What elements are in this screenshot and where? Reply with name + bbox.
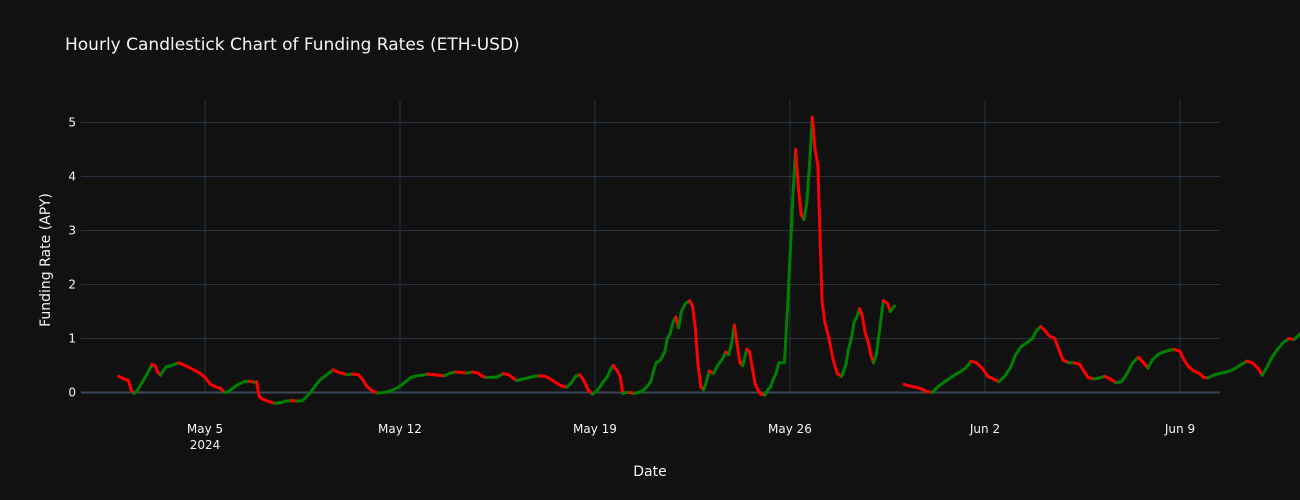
candle-decreasing <box>126 379 133 392</box>
candle-decreasing <box>582 379 590 392</box>
candle-increasing <box>802 202 809 222</box>
y-tick-label: 3 <box>68 224 76 238</box>
candle-decreasing <box>732 323 739 346</box>
candle-increasing <box>782 312 789 365</box>
candle-increasing <box>788 196 795 259</box>
candle-increasing <box>1030 328 1039 340</box>
candle-increasing <box>805 164 811 205</box>
candle-decreasing <box>810 115 817 151</box>
candle-increasing <box>668 320 675 335</box>
candle-increasing <box>1014 345 1023 357</box>
x-tick-label: May 12 <box>378 422 422 436</box>
candle-decreasing <box>1053 337 1061 351</box>
chart-title: Hourly Candlestick Chart of Funding Rate… <box>65 35 520 55</box>
candle-increasing <box>1146 358 1154 370</box>
candle-increasing <box>876 299 885 346</box>
y-tick-label: 5 <box>68 116 76 130</box>
candle-decreasing <box>860 315 867 335</box>
candle-decreasing <box>820 299 827 324</box>
candle-increasing <box>312 379 321 390</box>
x-tick-label: Jun 2 <box>969 422 1000 436</box>
candle-decreasing <box>816 164 824 303</box>
candle-increasing <box>874 342 880 357</box>
candle-increasing <box>1125 361 1135 376</box>
candle-increasing <box>888 304 896 313</box>
candle-decreasing <box>691 304 697 330</box>
candle-decreasing <box>748 350 754 370</box>
candle-decreasing <box>1057 347 1065 362</box>
x-tick-label: May 26 <box>768 422 812 436</box>
y-axis-title: Funding Rate (APY) <box>38 193 54 327</box>
candle-decreasing <box>823 320 831 340</box>
candle-increasing <box>1270 347 1279 359</box>
candle-increasing <box>677 310 683 330</box>
candle-increasing <box>849 320 856 340</box>
candle-increasing <box>840 364 848 378</box>
candle-increasing <box>727 342 733 357</box>
tick-layer: 0 1 2 3 4 5 May 5 May 12 May 19 May 26 Jun 2 Jun 9 2… <box>68 116 1195 453</box>
candle-decreasing <box>1178 349 1186 362</box>
candle-increasing <box>658 350 667 362</box>
candle-increasing <box>1120 372 1129 384</box>
candle-decreasing <box>750 366 757 386</box>
grid-layer <box>81 100 1220 394</box>
candle-increasing <box>785 256 792 316</box>
x-tick-label: Jun 9 <box>1164 422 1195 436</box>
candle-increasing <box>704 369 711 384</box>
y-tick-label: 0 <box>68 386 76 400</box>
candles-layer <box>117 115 1300 405</box>
candle-decreasing <box>866 339 873 357</box>
candle-increasing <box>1003 366 1012 378</box>
candle-decreasing <box>827 337 835 362</box>
candle-increasing <box>679 301 688 313</box>
candle-decreasing <box>735 342 742 365</box>
candle-increasing <box>844 347 850 367</box>
candle-increasing <box>663 337 669 354</box>
x-axis-title: Date <box>633 464 666 480</box>
candle-decreasing <box>618 374 625 396</box>
x-tick-label: May 19 <box>573 422 617 436</box>
candle-increasing <box>774 361 781 376</box>
x-tick-year-label: 2024 <box>190 438 221 452</box>
candle-increasing <box>711 364 720 376</box>
candle-decreasing <box>693 326 700 367</box>
y-tick-label: 1 <box>68 332 76 346</box>
candle-decreasing <box>794 148 800 189</box>
candle-decreasing <box>813 148 820 168</box>
candle-increasing <box>847 337 853 351</box>
candle-increasing <box>741 347 749 367</box>
candle-decreasing <box>696 364 703 389</box>
candle-increasing <box>649 369 655 384</box>
candle-decreasing <box>255 380 261 399</box>
candle-decreasing <box>796 185 803 216</box>
y-tick-label: 2 <box>68 278 76 292</box>
y-tick-label: 4 <box>68 170 76 184</box>
candle-decreasing <box>831 358 839 376</box>
candle-decreasing <box>980 366 990 378</box>
candle-increasing <box>1008 353 1018 370</box>
candle-increasing <box>1264 355 1274 370</box>
x-tick-label: May 5 <box>187 422 223 436</box>
